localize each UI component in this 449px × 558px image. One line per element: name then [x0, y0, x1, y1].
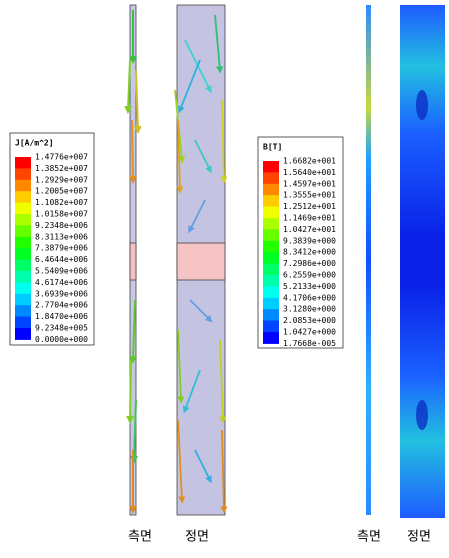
legend-label: 1.6682e+001	[283, 157, 336, 166]
legend-label: 1.3555e+001	[283, 191, 336, 200]
color-band	[263, 184, 279, 196]
legend-label: 7.2986e+000	[283, 259, 336, 268]
legend-label: 2.7704e+006	[35, 301, 88, 310]
front-view-j	[175, 5, 225, 515]
legend-label: 1.0427e+001	[283, 225, 336, 234]
front-view-b	[400, 5, 445, 518]
color-band	[15, 248, 31, 260]
caption: 측면	[357, 530, 381, 545]
color-band	[15, 294, 31, 306]
legend-label: 4.1706e+000	[283, 293, 336, 302]
color-band	[263, 286, 279, 298]
color-band	[15, 180, 31, 192]
legend-label: 4.6174e+006	[35, 278, 88, 287]
legend-label: 8.3113e+006	[35, 232, 88, 241]
side-view-b	[366, 5, 371, 515]
legend-label: 1.1469e+001	[283, 214, 336, 223]
legend-label: 3.6939e+006	[35, 289, 88, 298]
color-band	[263, 229, 279, 241]
legend-label: 1.5640e+001	[283, 168, 336, 177]
legend-label: 6.4644e+006	[35, 255, 88, 264]
caption: 측면	[128, 530, 152, 545]
legend-label: 0.0000e+000	[35, 335, 88, 344]
legend-label: 1.2929e+007	[35, 175, 88, 184]
color-band	[15, 328, 31, 340]
color-band	[263, 252, 279, 264]
color-band	[15, 260, 31, 272]
color-band	[15, 317, 31, 329]
legend-label: 6.2559e+000	[283, 271, 336, 280]
color-band	[263, 172, 279, 184]
color-band	[15, 157, 31, 169]
screenshot: J[A/m^2] 1.4776e+007 1.3852e+007 1.2929e+00…	[0, 0, 449, 554]
color-band	[15, 237, 31, 249]
legend-label: 1.4776e+007	[35, 153, 88, 162]
color-band	[15, 191, 31, 203]
legend-title: B[T]	[263, 143, 282, 152]
legend-label: 9.3839e+000	[283, 236, 336, 245]
legend-label: 8.3412e+000	[283, 248, 336, 257]
color-band	[263, 161, 279, 173]
color-band	[15, 214, 31, 226]
color-band	[15, 282, 31, 294]
legend-label: 1.7668e-005	[283, 339, 336, 348]
color-band	[15, 305, 31, 317]
color-band	[263, 298, 279, 310]
legend-label: 1.8470e+006	[35, 312, 88, 321]
color-band	[15, 168, 31, 180]
color-band	[15, 271, 31, 283]
legend-label: 2.0853e+000	[283, 316, 336, 325]
caption: 정면	[185, 530, 209, 545]
legend-label: 1.0427e+000	[283, 328, 336, 337]
legend-title: J[A/m^2]	[15, 139, 54, 148]
color-band	[263, 309, 279, 321]
legend-label: 5.2133e+000	[283, 282, 336, 291]
color-band	[263, 264, 279, 276]
legend-label: 1.1082e+007	[35, 198, 88, 207]
color-band	[263, 195, 279, 207]
legend-label: 1.2005e+007	[35, 187, 88, 196]
legend-label: 5.5409e+006	[35, 267, 88, 276]
legend-b: B[T]1.6682e+001 1.5640e+001 1.4597e+001 1.3…	[258, 137, 343, 348]
color-band	[263, 332, 279, 344]
legend-label: 9.2348e+005	[35, 324, 88, 333]
legend-label: 1.4597e+001	[283, 179, 336, 188]
side-view-j	[128, 5, 138, 515]
legend-label: 1.0158e+007	[35, 210, 88, 219]
color-band	[263, 218, 279, 230]
color-band	[263, 321, 279, 333]
color-band	[263, 241, 279, 253]
color-band	[263, 207, 279, 219]
color-band	[15, 225, 31, 237]
legend-label: 9.2348e+006	[35, 221, 88, 230]
legend-label: 3.1280e+000	[283, 305, 336, 314]
color-band	[15, 203, 31, 215]
legend-j: J[A/m^2] 1.4776e+007 1.3852e+007 1.2929e+00…	[10, 133, 94, 345]
color-band	[263, 275, 279, 287]
legend-label: 1.3852e+007	[35, 164, 88, 173]
legend-label: 1.2512e+001	[283, 202, 336, 211]
caption: 정면	[407, 530, 431, 545]
captions: 측면 정면 측면 정면	[128, 530, 431, 545]
legend-label: 7.3879e+006	[35, 244, 88, 253]
